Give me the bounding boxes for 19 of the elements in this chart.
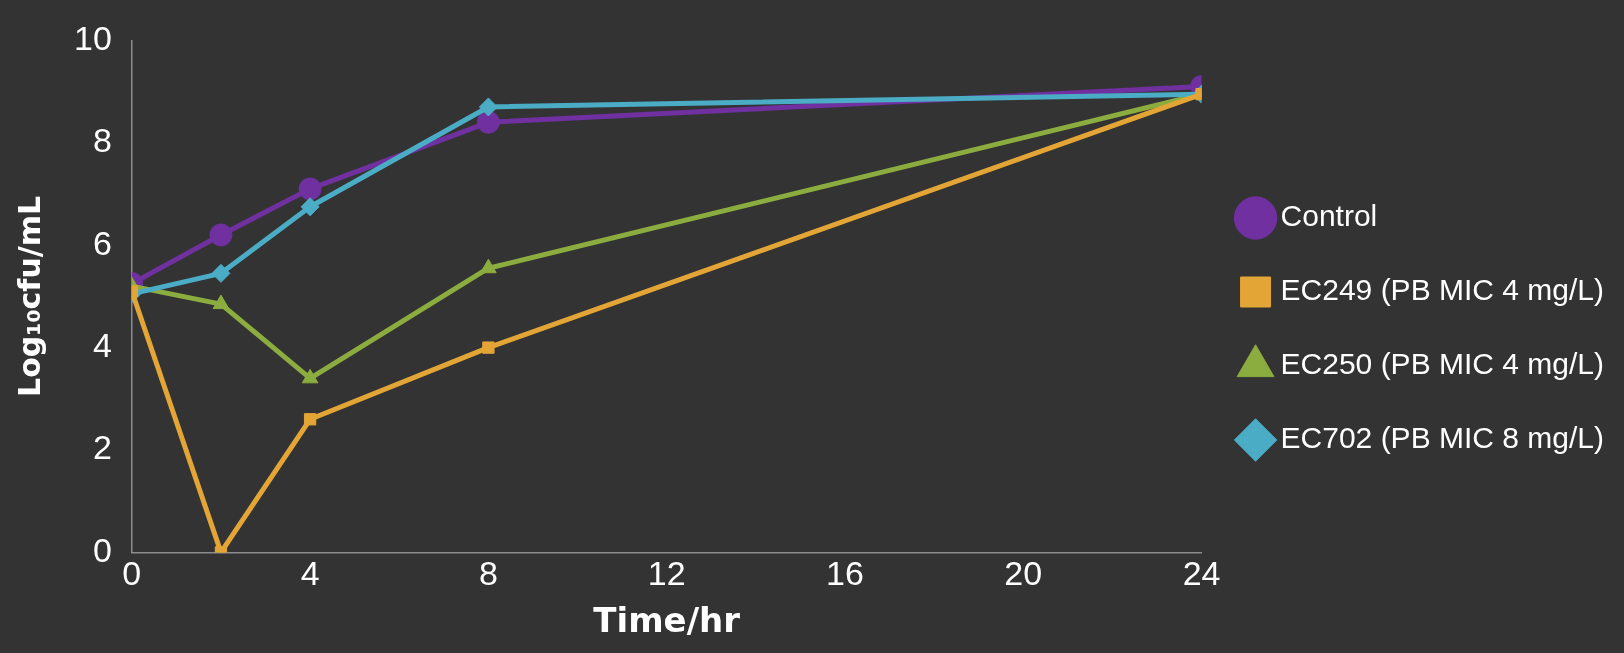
y-axis-title: Log₁₀cfu/mL (11, 195, 47, 397)
legend-label: EC249 (PB MIC 4 mg/L) (1280, 273, 1604, 307)
x-tick-label: 20 (1004, 554, 1043, 593)
legend-label: EC702 (PB MIC 8 mg/L) (1280, 421, 1604, 455)
y-tick-label: 0 (92, 530, 112, 569)
x-tick-label: 24 (1182, 554, 1221, 593)
x-tick-label: 16 (826, 554, 864, 593)
y-tick-label: 6 (92, 223, 112, 262)
y-tick-label: 8 (92, 121, 112, 160)
y-tick-label: 10 (73, 18, 112, 57)
legend-label: EC250 (PB MIC 4 mg/L) (1280, 347, 1604, 381)
legend-label: Control (1280, 199, 1378, 233)
y-tick-label: 4 (92, 325, 112, 364)
x-tick-label: 8 (478, 554, 498, 593)
x-axis-title: Time/hr (593, 600, 741, 641)
x-tick-label: 4 (300, 554, 320, 593)
x-tick-label: 0 (122, 554, 142, 593)
x-tick-label: 12 (647, 554, 686, 593)
y-tick-label: 2 (92, 428, 112, 467)
